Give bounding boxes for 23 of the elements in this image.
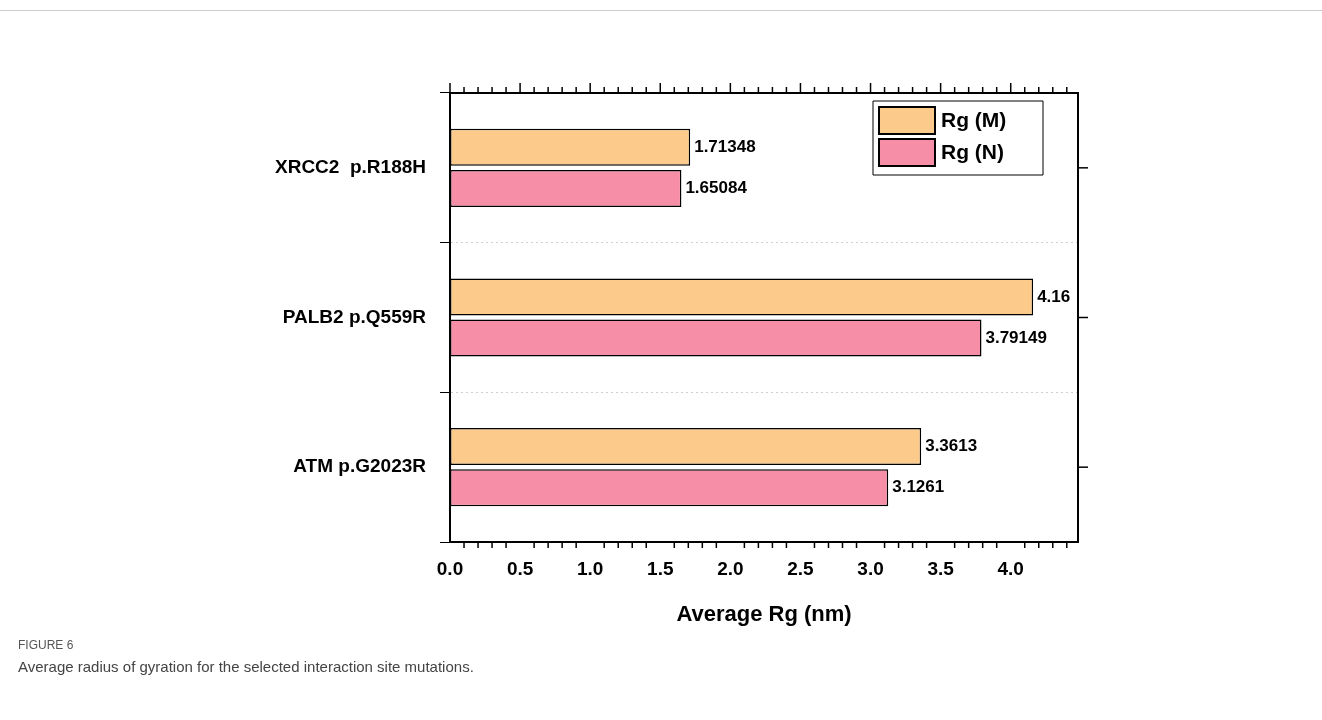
y-tick-label: ATM p.G2023R: [293, 455, 427, 477]
data-label: 4.16: [1037, 286, 1071, 306]
x-axis-title: Average Rg (nm): [676, 600, 852, 626]
text: Average radius of gyration for the selected interaction site mutations.: [18, 658, 475, 675]
data-label: 3.79149: [985, 327, 1047, 347]
x-tick-label: 3.5: [927, 557, 955, 579]
x-tick-label: 0.0: [436, 557, 464, 579]
y-tick-label: PALB2 p.Q559R: [282, 305, 427, 327]
legend-label: Rg (N): [941, 139, 1004, 163]
data-label: 1.71348: [694, 136, 756, 156]
x-tick-label: 4.0: [997, 557, 1024, 579]
y-tick-label: XRCC2 p.R188H: [275, 156, 426, 178]
x-tick-label: 1.5: [647, 557, 674, 579]
data-label: 3.3613: [925, 436, 978, 456]
caption: FIGURE 6: [18, 638, 75, 652]
x-tick-label: 1.0: [576, 557, 604, 579]
legend-label: Rg (M): [941, 107, 1007, 131]
x-tick-label: 0.5: [506, 557, 534, 579]
x-tick-label: 3.0: [857, 557, 884, 579]
x-tick-label: 2.5: [787, 557, 815, 579]
data-label: 3.1261: [892, 477, 945, 497]
x-tick-label: 2.0: [717, 557, 744, 579]
data-label: 1.65084: [685, 178, 748, 198]
